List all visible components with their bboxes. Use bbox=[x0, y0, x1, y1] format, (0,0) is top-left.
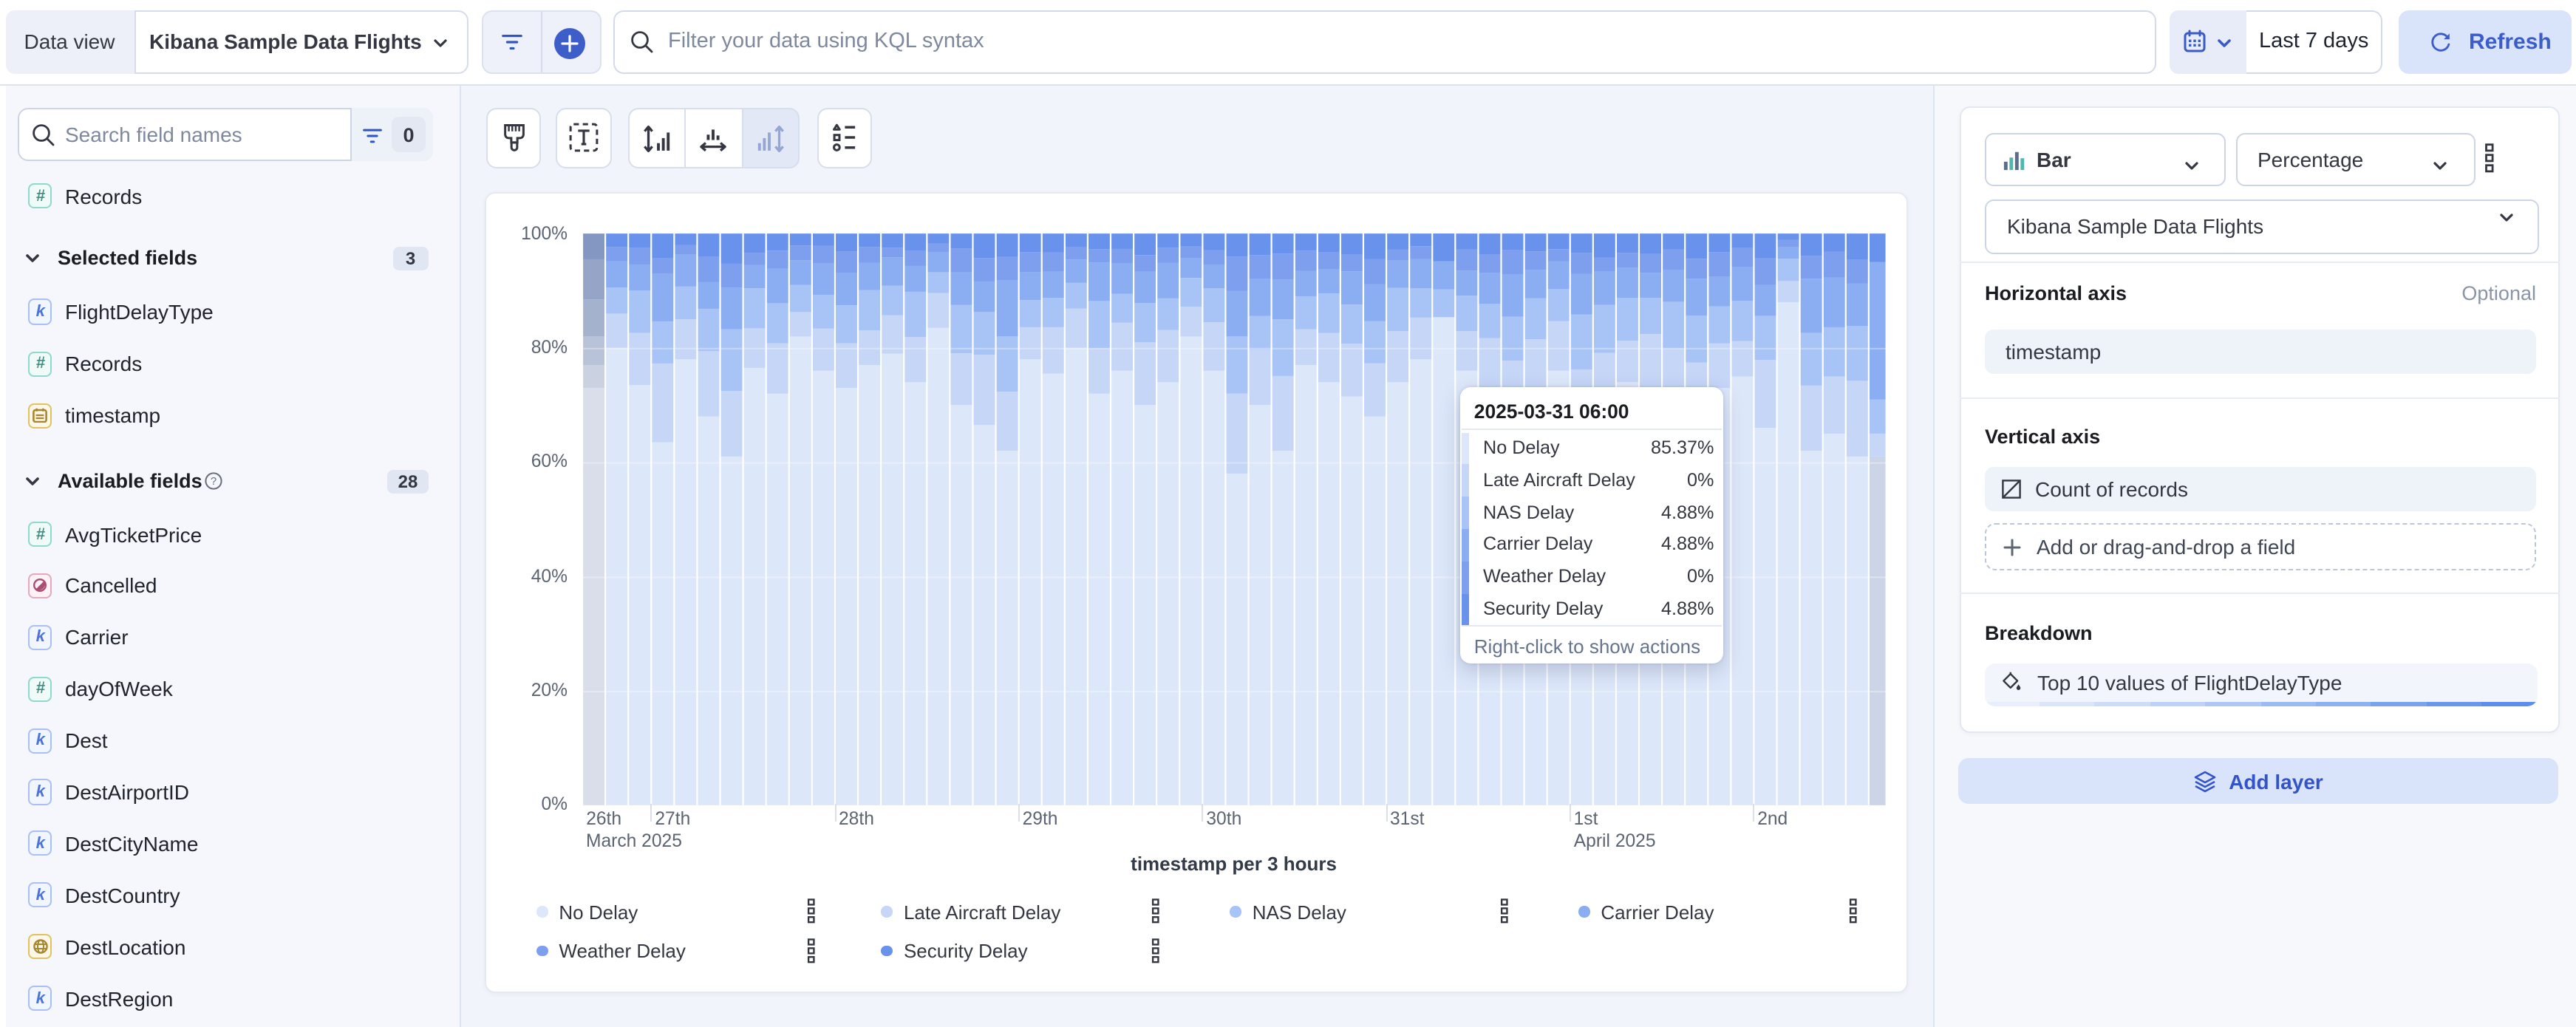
svg-text:?: ? bbox=[211, 476, 217, 488]
